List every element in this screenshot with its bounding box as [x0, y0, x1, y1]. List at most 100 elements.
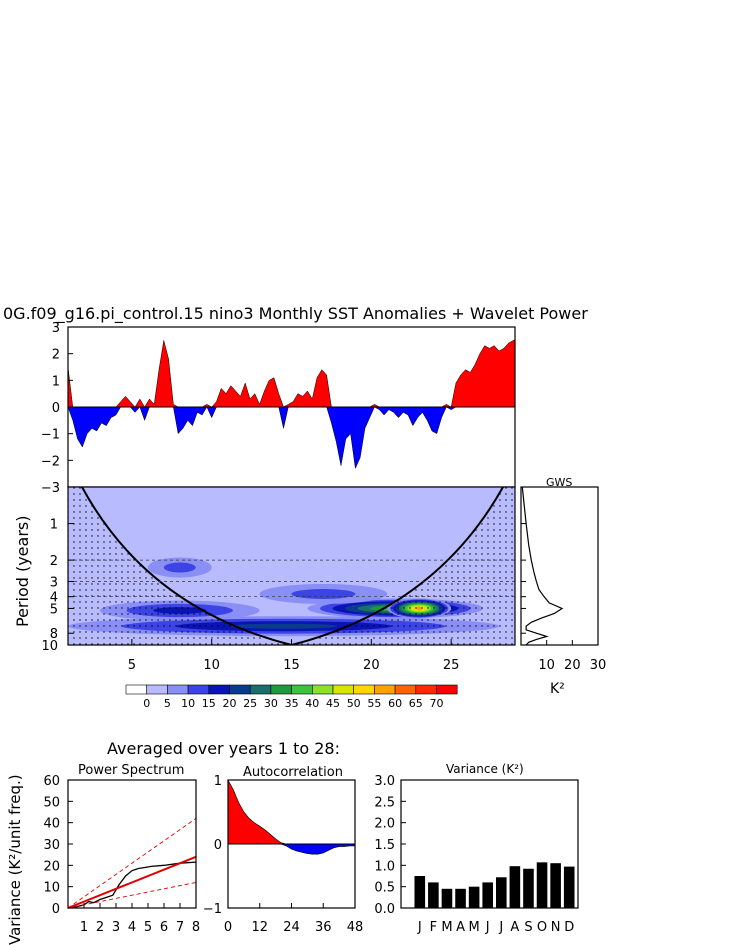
- ps-y-tick-label: 50: [43, 795, 60, 810]
- variance-frame: [400, 779, 579, 909]
- figure-title: 0G.f09_g16.pi_control.15 nino3 Monthly S…: [3, 304, 588, 324]
- gws-curve: [521, 486, 564, 646]
- autocorrelation-panel: Autocorrelation 10−10 12 24 36 48: [203, 765, 363, 935]
- variance-y-tick-label: 1.0: [374, 859, 395, 874]
- power-spectrum-series: [67, 855, 197, 909]
- colorbar-swatch: [291, 684, 313, 695]
- colorbar: 0 5 10 15 20 25 30 35 40 45 50 55 60 65 70: [125, 684, 458, 710]
- variance-bar: [468, 886, 480, 908]
- gws-line: [521, 486, 564, 646]
- power-spectrum-lines: [67, 818, 197, 909]
- ps-y-tick-label: 30: [43, 838, 60, 853]
- variance-bar: [523, 868, 534, 908]
- wavelet-y-tick-label: 4: [50, 591, 58, 606]
- variance-month-label: S: [524, 920, 532, 935]
- colorbar-swatch: [125, 684, 148, 695]
- ps-x-tick-label: 1: [80, 920, 88, 935]
- colorbar-label: 25: [243, 697, 257, 710]
- colorbar-label: 65: [409, 697, 423, 710]
- variance-month-label: D: [564, 920, 574, 935]
- colorbar-label: 15: [202, 697, 216, 710]
- colorbar-swatch: [353, 684, 375, 695]
- autocorrelation-title: Autocorrelation: [243, 765, 343, 780]
- colorbar-label: 60: [388, 697, 402, 710]
- variance-bar: [509, 866, 521, 908]
- gws-x-tick-label: 20: [564, 658, 581, 673]
- variance-title: Variance (K²): [446, 762, 524, 776]
- variance-bars: [414, 862, 575, 908]
- colorbar-label: 0: [143, 697, 150, 710]
- autocorrelation-fill: [227, 779, 356, 855]
- gws-panel: GWS 10 20 30 K²: [520, 476, 606, 697]
- colorbar-swatch: [229, 684, 251, 695]
- colorbar-swatch: [167, 684, 189, 695]
- wavelet-heatmap: [68, 487, 515, 645]
- ps-x-tick-label: 2: [96, 920, 104, 935]
- wavelet-y-tick-label: 5: [50, 602, 58, 617]
- variance-bar: [495, 877, 507, 908]
- ac-y-tick-label: 1: [214, 774, 222, 789]
- ac-y-tick-label: −1: [203, 902, 222, 917]
- colorbar-swatch: [374, 684, 396, 695]
- colorbar-label: 20: [223, 697, 237, 710]
- variance-month-label: M: [469, 920, 480, 935]
- sst-y-tick-label: −1: [41, 428, 60, 443]
- wavelet-x-tick-label: 10: [203, 658, 220, 673]
- colorbar-label: 30: [264, 697, 278, 710]
- gws-frame: [520, 486, 599, 646]
- variance-y-tick-label: 0.0: [374, 902, 395, 917]
- power-spectrum-frame: [67, 779, 197, 909]
- colorbar-swatch: [311, 684, 334, 695]
- ps-x-tick-label: 5: [144, 920, 152, 935]
- wavelet-contour: [229, 623, 338, 629]
- ps-y-tick-label: 0: [52, 902, 60, 917]
- wavelet-x-tick-label: 20: [363, 658, 380, 673]
- sst-positive-area: [67, 340, 516, 408]
- gws-x-tick-label: 10: [538, 658, 555, 673]
- wavelet-y-tick-label: 3: [50, 576, 58, 591]
- colorbar-label: 55: [367, 697, 381, 710]
- autocorrelation-positive: [227, 779, 355, 845]
- variance-bar: [441, 888, 453, 908]
- ac-x-tick-label: 0: [224, 920, 232, 935]
- colorbar-swatch: [415, 684, 437, 695]
- ac-y-tick-label: 0: [214, 838, 222, 853]
- ps-y-tick-label: 60: [43, 774, 60, 789]
- colorbar-swatch: [270, 684, 292, 695]
- wavelet-frame: [67, 486, 516, 646]
- variance-bar: [414, 876, 426, 908]
- ps-x-tick-label: 3: [112, 920, 120, 935]
- wavelet-contour: [291, 588, 356, 599]
- ps-x-tick-label: 4: [128, 920, 136, 935]
- colorbar-swatch: [208, 684, 230, 695]
- autocorrelation-negative: [228, 843, 356, 855]
- variance-month-label: M: [441, 920, 452, 935]
- colorbar-label: 70: [430, 697, 444, 710]
- colorbar-swatch: [436, 684, 458, 695]
- colorbar-label: 50: [347, 697, 361, 710]
- power-spectrum-title: Power Spectrum: [78, 763, 184, 778]
- variance-bar: [482, 882, 494, 908]
- ac-x-tick-label: 48: [347, 920, 364, 935]
- variance-y-tick-label: 2.0: [374, 817, 395, 832]
- gws-k2-label: K²: [550, 681, 565, 697]
- variance-month-label: N: [551, 920, 561, 935]
- wavelet-y-tick-label: 10: [41, 639, 58, 654]
- wavelet-x-tick-label: 25: [443, 658, 460, 673]
- gws-axes: 10 20 30: [521, 523, 606, 673]
- colorbar-label: 45: [326, 697, 340, 710]
- sst-y-tick-label: 1: [52, 374, 60, 389]
- colorbar-label: 40: [305, 697, 319, 710]
- colorbar-label: 10: [181, 697, 195, 710]
- power-spectrum-axes: 0 10 20 30 40 50 60 1 2 3 4 5 6 7 8: [43, 774, 200, 935]
- variance-month-label: J: [498, 920, 503, 935]
- sst-y-tick-label: 0: [52, 401, 60, 416]
- ac-x-tick-label: 24: [283, 920, 300, 935]
- sst-y-tick-label: −2: [41, 454, 60, 469]
- ps-x-tick-label: 8: [192, 920, 200, 935]
- variance-y-tick-label: 1.5: [374, 838, 395, 853]
- ps-y-tick-label: 10: [43, 881, 60, 896]
- variance-bar: [550, 863, 561, 908]
